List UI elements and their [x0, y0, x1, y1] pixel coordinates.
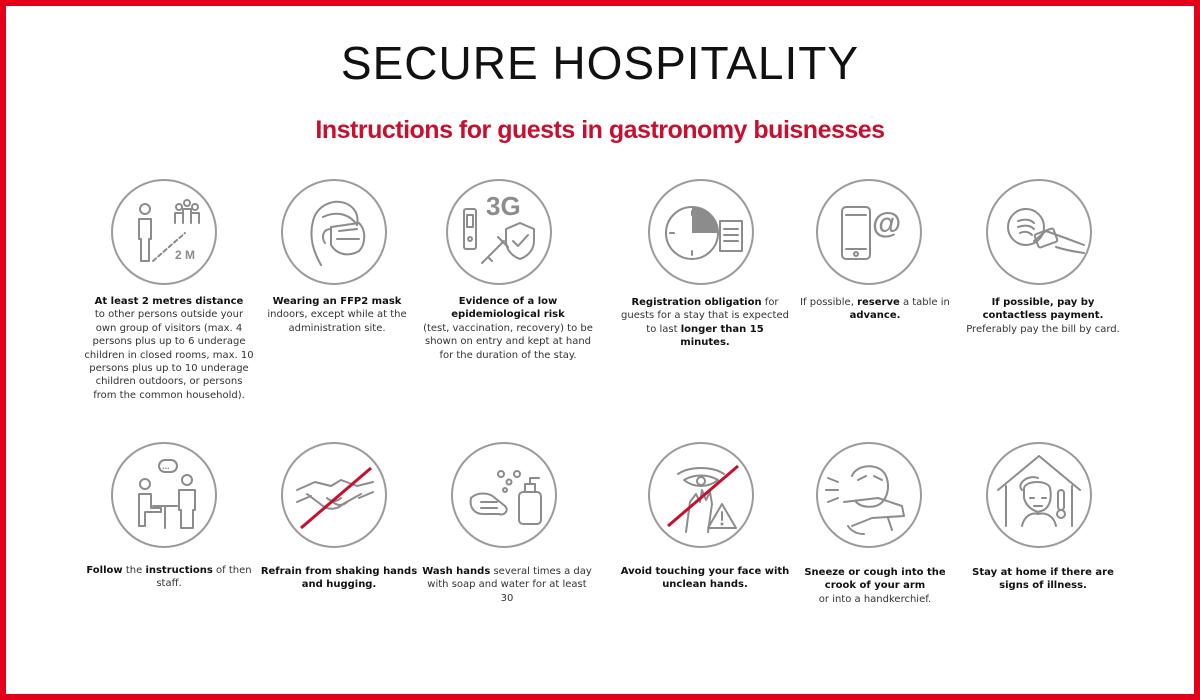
at-sign: @	[872, 207, 901, 240]
caption-ffp2: Wearing an FFP2 mask indoors, except whil…	[267, 296, 407, 334]
caption-registration: Registration obligation for guests for a…	[621, 297, 789, 349]
caption-reserve: If possible, reserve a table in advance.	[800, 297, 950, 322]
registration-clock-icon	[648, 179, 754, 285]
speech-dots: ...	[162, 461, 170, 471]
sneeze-elbow-icon	[816, 442, 922, 548]
caption-staff: Follow the instructions of then staff.	[86, 565, 252, 590]
caption-face: Avoid touching your face with unclean ha…	[620, 566, 790, 591]
caption-no-handshake: Refrain from shaking hands and hugging.	[260, 566, 418, 591]
distance-icon: 2 M	[111, 179, 217, 285]
page-subtitle: Instructions for guests in gastronomy bu…	[315, 116, 885, 144]
ffp2-mask-icon	[281, 179, 387, 285]
no-handshake-icon	[281, 442, 387, 548]
caption-stay-home: Stay at home if there are signs of illne…	[972, 567, 1114, 592]
3g-label: 3G	[486, 191, 521, 221]
distance-label: 2 M	[175, 248, 195, 262]
caption-distance: At least 2 metres distance to other perso…	[84, 296, 254, 401]
caption-3g: Evidence of a low epidemiological risk (t…	[423, 296, 593, 361]
wash-hands-icon	[451, 442, 557, 548]
caption-contactless: If possible, pay by contactless payment.…	[966, 297, 1120, 335]
staff-instructions-icon: ...	[111, 442, 217, 548]
page-title: SECURE HOSPITALITY	[340, 37, 860, 89]
contactless-payment-icon	[986, 179, 1092, 285]
3g-test-vaccination-icon: 3G	[446, 179, 552, 285]
stay-home-icon	[986, 442, 1092, 548]
caption-wash-hands: Wash hands several times a day with soap…	[422, 566, 592, 604]
phone-email-icon: @	[816, 179, 922, 285]
no-face-touching-icon	[648, 442, 754, 548]
caption-sneeze: Sneeze or cough into the crook of your a…	[804, 567, 946, 605]
